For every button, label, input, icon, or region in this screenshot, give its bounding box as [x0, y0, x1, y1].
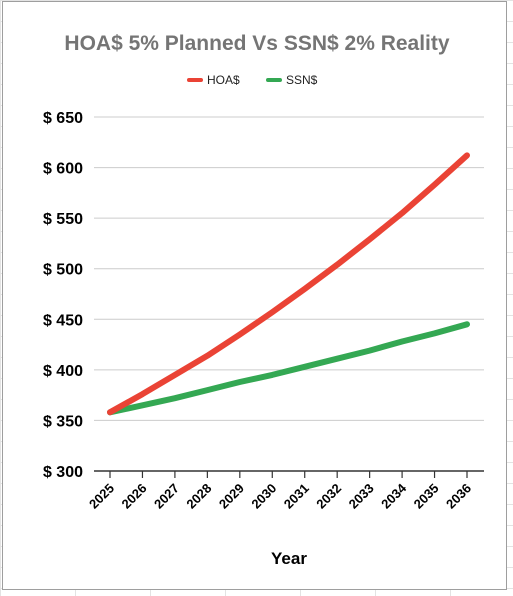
x-axis-label: Year	[271, 549, 307, 568]
legend-label-hoa: HOA$	[207, 73, 240, 87]
chart-frame[interactable]	[2, 1, 507, 590]
x-tick-label: 2027	[151, 481, 182, 512]
y-tick-label: $ 500	[43, 262, 83, 279]
y-tick-label: $ 650	[43, 110, 83, 127]
y-tick-label: $ 300	[43, 464, 83, 481]
x-axis: 2025 2026 2027 2028 2029 2030 2031 2032 2033 2034…	[86, 470, 484, 512]
x-tick-label: 2032	[313, 481, 344, 512]
series-line-hoa	[107, 152, 470, 416]
chart-title: HOA$ 5% Planned Vs SSN$ 2% Reality	[64, 32, 449, 55]
legend: HOA$ SSN$	[187, 73, 318, 87]
x-tick-label: 2026	[119, 481, 150, 512]
x-tick-label: 2036	[443, 481, 474, 512]
series-line-ssn	[107, 321, 470, 416]
x-tick-label: 2031	[281, 481, 312, 512]
gridlines	[94, 116, 484, 421]
x-tick-label: 2034	[378, 480, 410, 512]
y-tick-label: $ 550	[43, 211, 83, 228]
y-tick-label: $ 600	[43, 161, 83, 178]
y-tick-label: $ 350	[43, 413, 83, 430]
x-tick-label: 2030	[248, 481, 279, 512]
x-tick-label: 2029	[216, 481, 247, 512]
y-tick-label: $ 450	[43, 312, 83, 329]
series-lines	[107, 152, 470, 416]
x-tick-label: 2028	[183, 481, 214, 512]
x-tick-label: 2025	[86, 481, 117, 512]
y-tick-label: $ 400	[43, 363, 83, 380]
y-axis-ticks: $ 300 $ 350 $ 400 $ 450 $ 500 $ 550 $ 600 $ 650	[43, 110, 83, 481]
x-tick-label: 2035	[411, 481, 442, 512]
legend-label-ssn: SSN$	[286, 73, 318, 87]
x-tick-label: 2033	[346, 481, 377, 512]
